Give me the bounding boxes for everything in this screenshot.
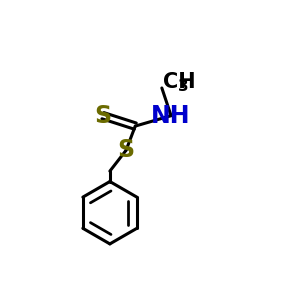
Text: CH: CH bbox=[163, 72, 196, 92]
Text: S: S bbox=[94, 104, 112, 128]
Text: S: S bbox=[118, 138, 135, 162]
Text: 3: 3 bbox=[178, 79, 188, 94]
Text: NH: NH bbox=[151, 104, 191, 128]
